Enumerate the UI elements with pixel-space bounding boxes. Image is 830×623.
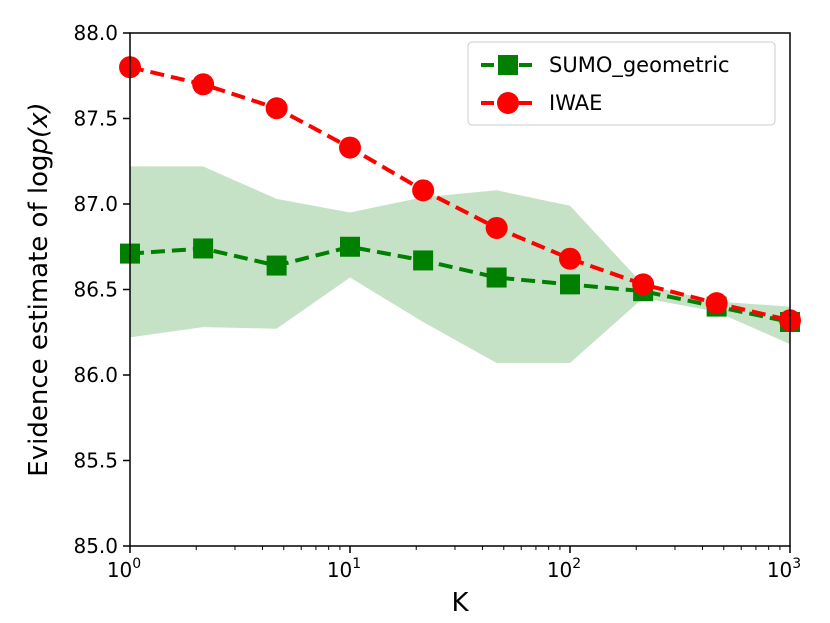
series-0-point-6 (560, 274, 580, 295)
confidence-band-0 (130, 166, 790, 363)
x-tick-label-0: 100 (107, 556, 141, 582)
series-0-point-3 (340, 236, 360, 257)
series-1-point-2 (265, 97, 288, 120)
series-0-point-1 (193, 238, 214, 259)
series-1-point-8 (705, 292, 728, 315)
y-tick-label-1: 85.5 (73, 449, 118, 473)
series-line-0 (129, 244, 791, 324)
y-axis-title-prefix: Evidence estimate of log (24, 154, 54, 476)
series-0-point-2 (266, 255, 287, 276)
legend-iwae-label: IWAE (549, 91, 602, 115)
y-tick-label-5: 87.5 (73, 107, 118, 131)
legend-box (467, 41, 776, 126)
series-line-1 (129, 65, 791, 323)
legend-sumo-label: SUMO_geometric (549, 53, 730, 78)
legend: SUMO_geometric IWAE (467, 41, 776, 126)
legend-sumo-marker (498, 55, 518, 75)
x-tick-label-1: 101 (327, 556, 361, 582)
x-axis-title: K (451, 588, 469, 618)
y-tick-label-6: 88.0 (73, 21, 118, 45)
x-tick-label-3: 103 (767, 556, 801, 582)
y-tick-label-2: 86.0 (73, 363, 118, 387)
series-1-point-5 (485, 216, 508, 239)
y-axis-title: Evidence estimate of logp(x) (24, 102, 54, 476)
y-axis-title-math: p(x) (24, 102, 54, 155)
series-1-point-4 (412, 179, 435, 202)
x-tick-label-2: 102 (547, 556, 581, 582)
y-tick-label-3: 86.5 (73, 278, 118, 302)
series-0-point-4 (413, 250, 434, 271)
legend-iwae-marker (497, 92, 519, 114)
confidence-band-layer (130, 166, 790, 363)
series-1-point-3 (339, 136, 361, 159)
series-layer (119, 56, 801, 332)
tick-layer: 85.0 85.5 86.0 86.5 87.0 87.5 88.0 100 101 102 103 (73, 21, 801, 582)
y-tick-label-0: 85.0 (73, 534, 118, 558)
y-tick-label-4: 87.0 (73, 192, 118, 216)
series-1-point-1 (192, 73, 215, 96)
series-1-point-6 (559, 247, 581, 270)
series-1-point-7 (632, 273, 655, 296)
series-0-point-5 (486, 267, 507, 288)
